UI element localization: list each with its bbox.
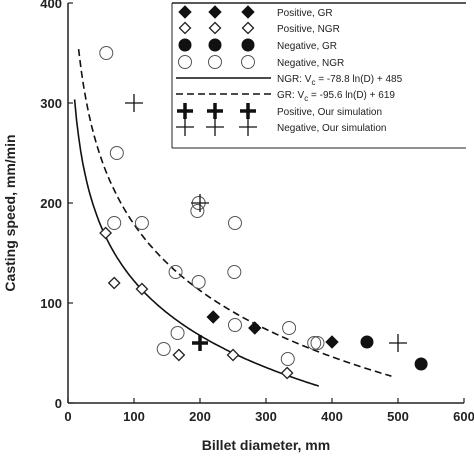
legend-marker [176,118,194,136]
data-point [170,326,185,340]
fit-curves [73,49,392,387]
legend-marker [240,103,256,119]
x-axis-title: Billet diameter, mm [202,437,330,453]
data-point [282,321,297,335]
data-point [310,336,325,350]
data-point [192,335,208,351]
data-point [125,94,143,112]
y-tick-label: 200 [40,196,62,211]
legend-entry: Negative, Our simulation [176,118,387,136]
legend-marker [239,118,257,136]
legend-marker [178,5,192,19]
data-point [134,216,149,230]
data-point [190,204,205,218]
x-tick-label: 400 [321,409,343,424]
data-point [325,335,339,349]
y-axis-title: Casting speed, mm/min [2,134,18,291]
y-tick-label: 0 [55,396,62,411]
data-point [99,46,114,60]
legend-entry: Negative, GR [178,38,337,52]
x-tick-label: 0 [64,409,71,424]
legend-label: Negative, NGR [277,58,344,69]
data-points [99,46,428,380]
data-point [109,146,124,160]
data-point [107,276,121,290]
data-point [227,216,242,230]
data-point [389,334,407,352]
x-tick-label: 200 [189,409,211,424]
legend-entry: GR: Vc = -95.6 ln(D) + 619 [176,90,395,103]
legend-marker [241,21,255,35]
data-point [307,336,322,350]
legend: Positive, GR Positive, NGR Negative, GR Neg… [171,2,466,149]
legend-label: Negative, GR [277,41,337,52]
data-point [172,348,186,362]
data-point [99,226,113,240]
x-tick-label: 600 [453,409,474,424]
legend-entry: Positive, Our simulation [177,103,382,119]
x-tick-label: 100 [123,409,145,424]
legend-entry: Positive, NGR [178,21,340,35]
legend-marker [208,55,222,69]
data-point [414,357,428,371]
legend-box [172,3,466,148]
data-point [191,275,206,289]
data-point [107,216,122,230]
legend-label: Negative, Our simulation [277,123,387,134]
legend-marker [208,21,222,35]
legend-marker [178,38,192,52]
legend-marker [178,55,192,69]
data-point [156,342,171,356]
data-point [226,348,240,362]
data-point [206,310,220,324]
y-tick-label: 400 [40,0,62,11]
data-point [168,265,183,279]
legend-label: Positive, GR [277,8,333,19]
gr-fit-curve [77,49,392,377]
legend-label: NGR: Vc = -78.8 ln(D) + 485 [277,74,403,87]
data-point [227,265,242,279]
ngr-fit-curve [73,99,320,387]
legend-marker [177,103,193,119]
data-point [135,282,149,296]
y-tick-label: 100 [40,296,62,311]
legend-marker [241,38,255,52]
legend-marker [208,38,222,52]
data-point [360,335,374,349]
legend-entry: Positive, GR [178,5,333,19]
legend-entry: Negative, NGR [178,55,344,69]
y-tick-label: 300 [40,96,62,111]
legend-label: GR: Vc = -95.6 ln(D) + 619 [277,90,395,103]
legend-marker [241,55,255,69]
legend-label: Positive, NGR [277,24,340,35]
data-point [248,321,262,335]
data-point [280,366,294,380]
data-point [191,194,209,212]
x-tick-label: 500 [387,409,409,424]
axes: 0 100 200 300 400 500 600 0 100 200 300 400 [40,0,474,424]
legend-label: Positive, Our simulation [277,107,382,118]
legend-marker [207,103,223,119]
legend-marker [208,5,222,19]
legend-marker [241,5,255,19]
legend-marker [206,118,224,136]
data-point [227,318,242,332]
legend-entry: NGR: Vc = -78.8 ln(D) + 485 [176,74,403,87]
x-tick-label: 300 [255,409,277,424]
data-point [280,352,295,366]
legend-marker [178,21,192,35]
